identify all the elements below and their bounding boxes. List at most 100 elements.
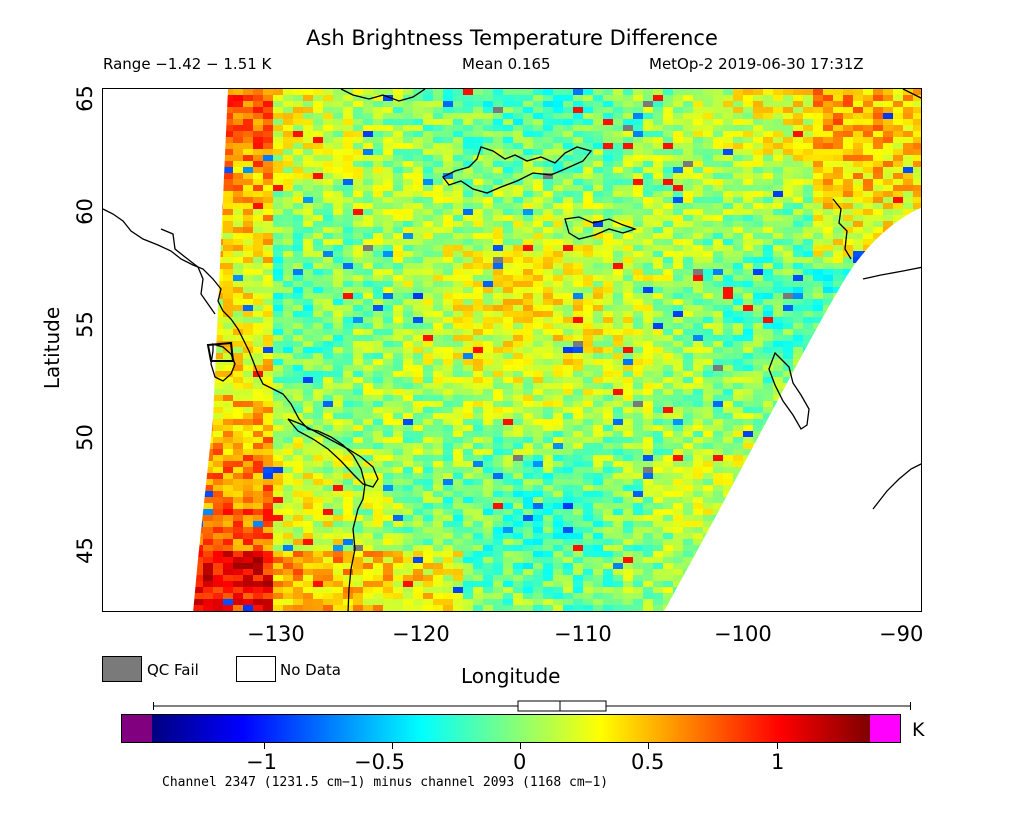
swath-pixel [313,107,323,113]
swath-pixel [843,155,853,161]
swath-pixel [253,197,263,203]
swath-pixel [493,125,503,131]
swath-pixel [793,371,803,377]
swath-pixel [503,299,513,305]
swath-pixel [903,155,913,161]
swath-pixel [283,455,293,461]
swath-pixel [213,101,223,107]
swath-pixel [203,209,213,215]
swath-pixel [903,179,913,185]
swath-pixel [603,305,613,311]
swath-pixel [293,443,303,449]
chart-title: Ash Brightness Temperature Difference [306,26,718,50]
swath-pixel [913,311,921,317]
swath-pixel [233,167,243,173]
swath-pixel [723,287,733,293]
swath-pixel [593,329,603,335]
swath-pixel [313,149,323,155]
swath-pixel [803,167,813,173]
swath-pixel [733,227,743,233]
swath-pixel [743,197,753,203]
swath-pixel [493,155,503,161]
swath-pixel [353,263,363,269]
swath-pixel [413,329,423,335]
swath-pixel [263,263,273,269]
swath-pixel [583,185,593,191]
swath-pixel [603,257,613,263]
swath-pixel [853,413,863,419]
swath-pixel [383,371,393,377]
swath-pixel [283,359,293,365]
swath-pixel [833,425,843,431]
swath-pixel [803,161,813,167]
swath-pixel [303,437,313,443]
swath-pixel [723,101,733,107]
swath-pixel [563,209,573,215]
swath-pixel [383,215,393,221]
swath-pixel [353,449,363,455]
swath-pixel [913,269,921,275]
swath-pixel [873,239,883,245]
swath-pixel [363,479,373,485]
swath-pixel [213,485,223,491]
swath-pixel [263,125,273,131]
swath-pixel [483,179,493,185]
swath-pixel [823,173,833,179]
swath-pixel [833,185,843,191]
swath-pixel [233,461,243,467]
swath-pixel [263,353,273,359]
swath-pixel [403,233,413,239]
swath-pixel [183,221,193,227]
swath-pixel [853,161,863,167]
swath-pixel [773,335,783,341]
swath-pixel [513,317,523,323]
swath-pixel [513,389,523,395]
swath-pixel [833,323,843,329]
swath-pixel [863,245,873,251]
swath-pixel [343,353,353,359]
swath-pixel [313,155,323,161]
swath-pixel [513,347,523,353]
swath-pixel [663,203,673,209]
swath-pixel [403,323,413,329]
swath-pixel [343,293,353,299]
swath-pixel [643,407,653,413]
swath-pixel [543,395,553,401]
swath-pixel [713,341,723,347]
swath-pixel [583,107,593,113]
swath-pixel [493,107,503,113]
swath-pixel [783,131,793,137]
swath-pixel [343,371,353,377]
swath-pixel [653,455,663,461]
swath-pixel [693,209,703,215]
swath-pixel [443,353,453,359]
swath-pixel [413,119,423,125]
swath-pixel [363,167,373,173]
swath-pixel [443,101,453,107]
swath-pixel [843,323,853,329]
swath-pixel [413,107,423,113]
swath-pixel [623,185,633,191]
swath-pixel [463,89,473,95]
swath-pixel [643,239,653,245]
swath-pixel [453,455,463,461]
swath-pixel [833,461,843,467]
swath-pixel [593,413,603,419]
swath-pixel [853,203,863,209]
swath-pixel [353,407,363,413]
swath-pixel [543,269,553,275]
swath-pixel [363,233,373,239]
swath-pixel [633,425,643,431]
swath-pixel [343,449,353,455]
swath-pixel [853,347,863,353]
swath-pixel [743,137,753,143]
swath-pixel [773,311,783,317]
swath-pixel [643,245,653,251]
swath-pixel [433,143,443,149]
swath-pixel [383,353,393,359]
swath-pixel [713,263,723,269]
swath-pixel [883,95,893,101]
swath-pixel [843,437,853,443]
swath-pixel [323,317,333,323]
swath-pixel [543,179,553,185]
